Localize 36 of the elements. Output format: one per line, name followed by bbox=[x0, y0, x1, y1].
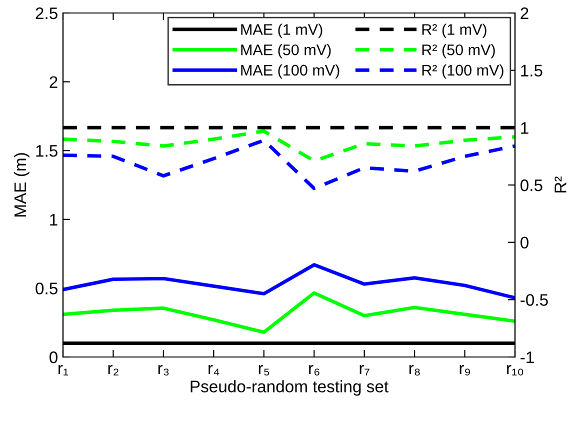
x-tick-label: r₁₀ bbox=[507, 364, 524, 376]
y2-tick-label: 0.5 bbox=[520, 179, 542, 192]
y-tick-label: 0 bbox=[50, 351, 58, 364]
x-axis-title: Pseudo-random testing set bbox=[190, 380, 388, 396]
x-tick-label: r₆ bbox=[309, 364, 320, 376]
x-tick-label: r₇ bbox=[360, 364, 370, 376]
legend-label: R² (50 mV) bbox=[422, 44, 495, 58]
y2-tick-label: 1 bbox=[521, 122, 528, 134]
y2-tick-label: 0 bbox=[520, 236, 528, 249]
legend-label: MAE (100 mV) bbox=[241, 64, 340, 79]
x-tick-label: r₉ bbox=[460, 364, 470, 376]
y2-axis-title: R² bbox=[554, 176, 566, 192]
legend-label: R² (1 mV) bbox=[422, 24, 486, 38]
y2-tick-label: 1.5 bbox=[521, 64, 542, 77]
x-tick-label: r₃ bbox=[158, 364, 169, 376]
y-tick-label: 1 bbox=[50, 214, 58, 226]
x-tick-label: r₄ bbox=[208, 364, 220, 376]
legend-label: MAE (50 mV) bbox=[241, 44, 331, 58]
y2-tick-label: -1 bbox=[520, 352, 534, 364]
line-series bbox=[63, 263, 515, 300]
y2-tick-label: 2 bbox=[520, 7, 528, 20]
x-tick-label: r₈ bbox=[409, 364, 420, 376]
x-tick-label: r₂ bbox=[108, 364, 118, 376]
y-axis-title: MAE (m) bbox=[14, 153, 30, 216]
legend-label: MAE (1 mV) bbox=[241, 24, 322, 38]
y-tick-label: 0.5 bbox=[36, 282, 58, 294]
x-tick-label: r₅ bbox=[258, 364, 270, 376]
x-tick-label: r₁ bbox=[58, 364, 68, 376]
line-series bbox=[63, 291, 515, 334]
legend-label: R² (100 mV) bbox=[422, 64, 504, 79]
y-tick-label: 1.5 bbox=[36, 145, 58, 157]
y-tick-label: 2 bbox=[50, 76, 58, 88]
line-series bbox=[63, 138, 515, 190]
y2-tick-label: -0.5 bbox=[520, 294, 548, 306]
line-series bbox=[63, 129, 515, 163]
y-tick-label: 2.5 bbox=[36, 7, 58, 20]
